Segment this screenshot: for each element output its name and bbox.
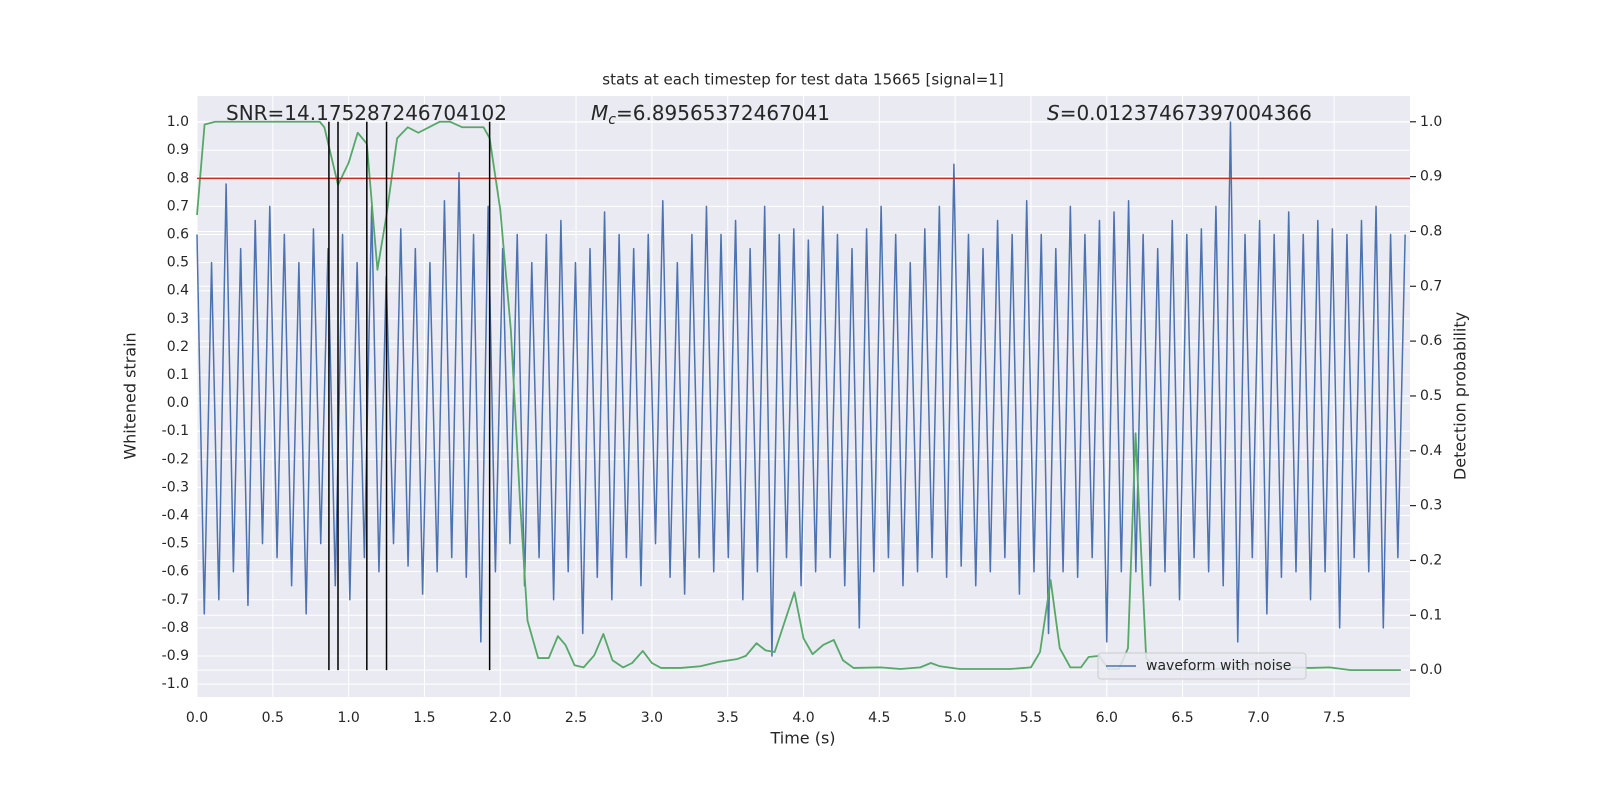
annotation-symbol: S — [1047, 101, 1060, 125]
y-tick-label: 0.4 — [167, 283, 189, 299]
y2-tick-label: 0.6 — [1420, 333, 1442, 349]
x-tick-label: 1.0 — [337, 710, 359, 726]
y-axis-label: Whitened strain — [121, 332, 140, 459]
x-axis-label: Time (s) — [769, 729, 835, 748]
y-tick-label: 0.8 — [167, 170, 189, 186]
y-tick-label: 0.3 — [167, 311, 189, 327]
legend-box — [1097, 652, 1307, 680]
y2-tick-label: 0.9 — [1420, 169, 1442, 185]
x-tick-label: 4.0 — [792, 710, 814, 726]
y-tick-label: -0.4 — [162, 507, 189, 523]
y-tick-label: -0.3 — [162, 479, 189, 495]
y-tick-label: 0.0 — [167, 395, 189, 411]
y-tick-label: -0.2 — [162, 451, 189, 467]
legend-label: waveform with noise — [1146, 658, 1291, 674]
annotation-text: =0.01237467397004366 — [1060, 101, 1312, 125]
x-tick-label: 5.0 — [944, 710, 966, 726]
x-tick-label: 3.0 — [641, 710, 663, 726]
y-tick-label: 0.7 — [167, 198, 189, 214]
y-tick-label: -0.7 — [162, 592, 189, 608]
x-tick-label: 0.5 — [262, 710, 284, 726]
y-tick-label: 0.9 — [167, 142, 189, 158]
series-line — [196, 121, 1406, 657]
annotation-subscript: c — [608, 112, 616, 128]
annotation-text: SNR=14.175287246704102 — [226, 101, 507, 125]
y2-tick-label: 0.8 — [1420, 223, 1442, 239]
x-tick-label: 6.5 — [1171, 710, 1193, 726]
y-tick-label: -0.9 — [162, 648, 189, 664]
x-tick-label: 7.5 — [1323, 710, 1345, 726]
y-tick-label: -0.6 — [162, 564, 189, 580]
x-tick-label: 0.0 — [186, 710, 208, 726]
y-tick-label: -0.8 — [162, 620, 189, 636]
x-tick-label: 7.0 — [1247, 710, 1269, 726]
y2-tick-label: 0.3 — [1420, 498, 1442, 514]
y2-tick-label: 0.5 — [1420, 388, 1442, 404]
annotation: Mc=6.89565372467041 — [591, 101, 830, 129]
x-tick-label: 6.0 — [1096, 710, 1118, 726]
y-tick-label: 1.0 — [167, 114, 189, 130]
y2-tick-label: 0.7 — [1420, 278, 1442, 294]
annotation-text: =6.89565372467041 — [616, 101, 830, 125]
y-tick-label: -0.5 — [162, 536, 189, 552]
y2-tick-label: 1.0 — [1420, 114, 1442, 130]
x-tick-label: 4.5 — [868, 710, 890, 726]
y-tick-label: 0.1 — [167, 367, 189, 383]
annotation: SNR=14.175287246704102 — [226, 101, 507, 125]
x-tick-label: 2.0 — [489, 710, 511, 726]
y2-tick-label: 0.0 — [1420, 662, 1442, 678]
y-tick-label: 0.6 — [167, 227, 189, 243]
x-tick-label: 2.5 — [565, 710, 587, 726]
chart-title: stats at each timestep for test data 156… — [602, 71, 1003, 89]
y-tick-label: -0.1 — [162, 423, 189, 439]
y2-tick-label: 0.1 — [1420, 607, 1442, 623]
x-tick-label: 5.5 — [1020, 710, 1042, 726]
annotation-symbol: M — [591, 101, 608, 125]
y-tick-label: -1.0 — [162, 676, 189, 692]
y-tick-label: 0.2 — [167, 339, 189, 355]
y-tick-label: 0.5 — [167, 255, 189, 271]
y2-tick-label: 0.4 — [1420, 443, 1442, 459]
x-tick-label: 3.5 — [717, 710, 739, 726]
y2-tick-label: 0.2 — [1420, 552, 1442, 568]
x-tick-label: 1.5 — [413, 710, 435, 726]
y2-axis-label: Detection probability — [1451, 312, 1470, 480]
annotation: S=0.01237467397004366 — [1047, 101, 1312, 125]
